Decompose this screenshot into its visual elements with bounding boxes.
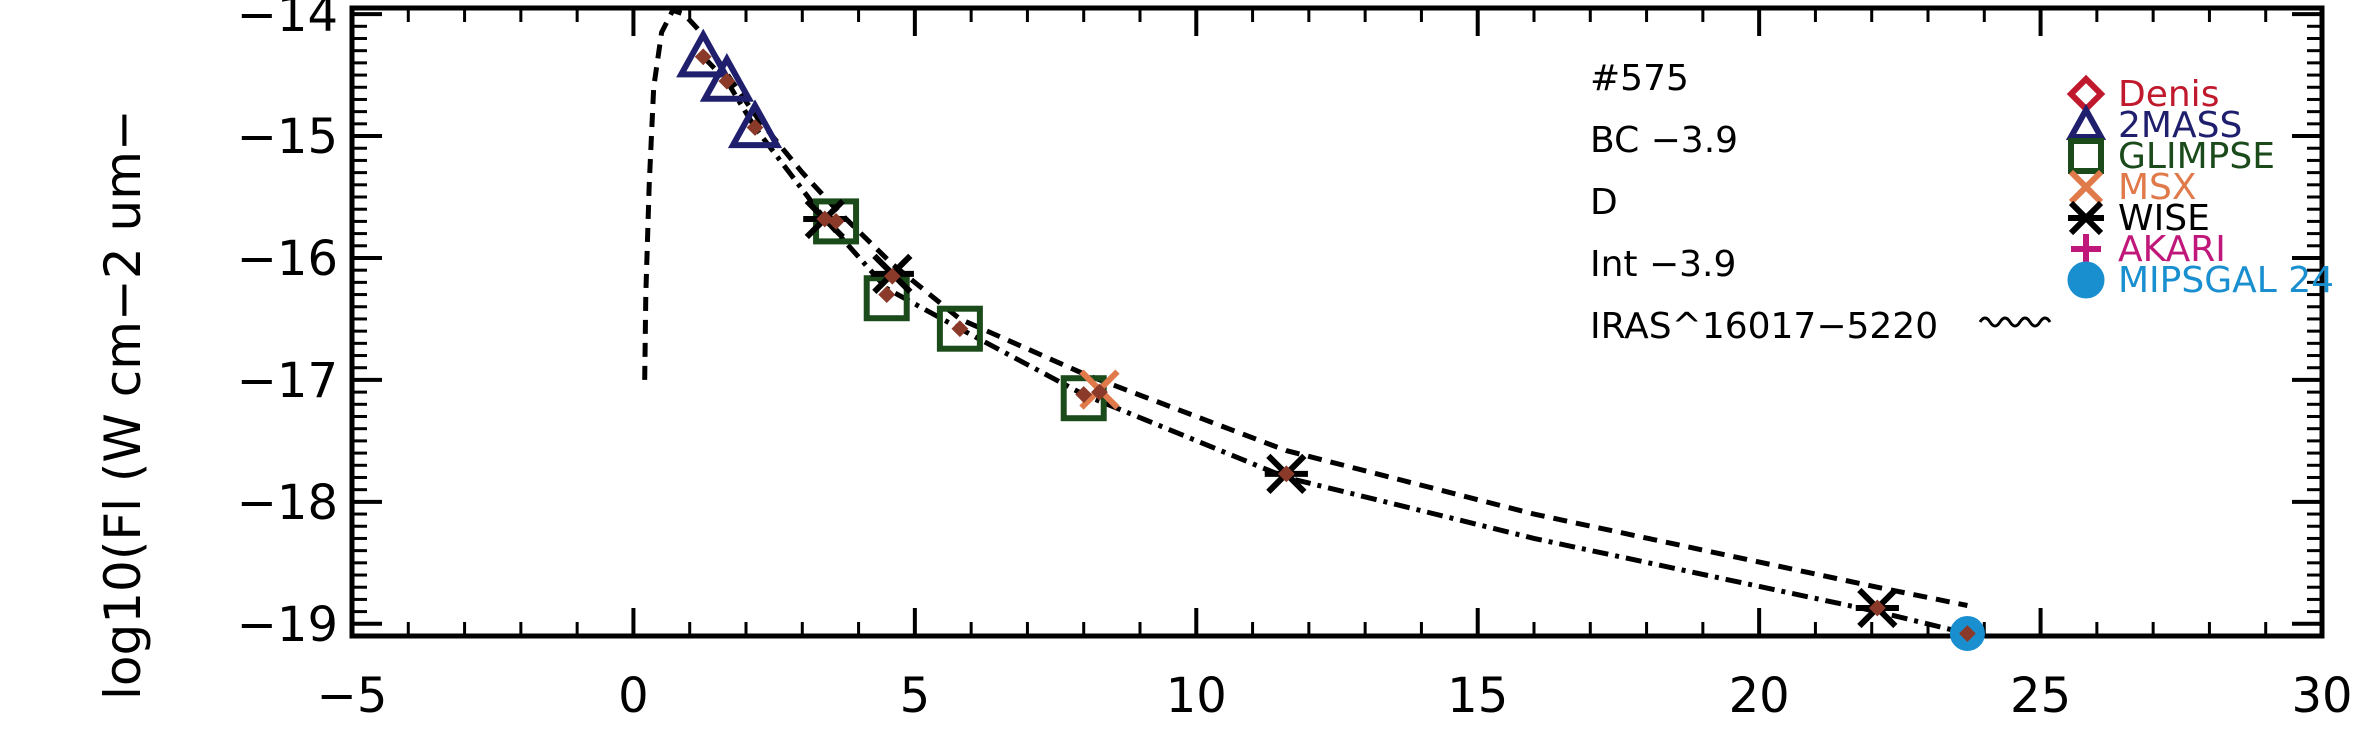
legend-marker <box>2071 234 2101 264</box>
point-overlay <box>1868 599 1886 617</box>
point-glimpse <box>936 305 983 352</box>
x-tick-label: 15 <box>1447 668 1508 724</box>
x-tick-label: 5 <box>900 668 931 724</box>
x-tick-label: 25 <box>2010 668 2071 724</box>
legend-label: Denis <box>2118 74 2219 115</box>
data-markers <box>676 28 1985 652</box>
legend-marker <box>2068 138 2104 174</box>
point-overlay <box>878 286 896 303</box>
y-tick-label: −17 <box>237 353 338 409</box>
x-tick-label: 30 <box>2291 668 2352 724</box>
legend-marker <box>2065 103 2107 140</box>
point-overlay <box>1091 383 1108 401</box>
annotation-text: IRAS^16017−5220 <box>1590 306 1938 347</box>
y-tick-label: −14 <box>237 0 338 43</box>
point-overlay <box>1958 625 1976 642</box>
y-tick-label: −15 <box>237 109 338 165</box>
legend-marker <box>2067 261 2105 299</box>
point-2mass <box>699 52 754 102</box>
point-overlay <box>827 212 845 230</box>
x-tick-label: 10 <box>1166 668 1227 724</box>
axes: −5 0 5 10 15 20 25 30 −14 −15 −16 −17 −18 −19 <box>237 0 2353 724</box>
point-2mass <box>676 28 731 78</box>
point-2mass <box>727 99 783 149</box>
plot-frame <box>349 5 2325 639</box>
point-overlay <box>718 72 736 90</box>
point-overlay <box>694 48 712 66</box>
point-overlay <box>746 119 764 136</box>
annotation-text: Int −3.9 <box>1590 244 1736 285</box>
x-tick-label: 0 <box>618 668 649 724</box>
point-overlay <box>951 320 969 338</box>
legend-marker <box>2068 200 2104 236</box>
y-tick-label: −19 <box>237 597 338 653</box>
model-curve-dashed <box>642 7 1968 608</box>
legend-label: WISE <box>2118 198 2210 239</box>
annotation-squiggle <box>1978 316 2052 328</box>
point-overlay <box>883 267 901 285</box>
annotations: #575 BC −3.9 D Int −3.9 IRAS^16017−5220 <box>1590 58 2052 347</box>
legend-label: GLIMPSE <box>2118 136 2275 177</box>
legend-label: 2MASS <box>2118 105 2242 146</box>
point-overlay <box>1075 386 1093 403</box>
x-tick-label: 20 <box>1729 668 1790 724</box>
y-axis-label: log10(Fl (W cm−2 um− <box>94 109 152 700</box>
legend-label: MIPSGAL 24 <box>2118 260 2334 301</box>
point-glimpse <box>1060 375 1107 422</box>
x-tick-label: −5 <box>317 668 388 724</box>
y-tick-label: −16 <box>237 231 338 287</box>
legend-label: MSX <box>2118 167 2197 208</box>
annotation-text: D <box>1590 182 1618 223</box>
point-overlay <box>816 210 834 228</box>
legend-label: AKARI <box>2118 229 2226 270</box>
y-tick-label: −18 <box>237 475 338 531</box>
point-overlay <box>1277 465 1295 483</box>
legend-marker <box>2068 169 2104 205</box>
annotation-text: #575 <box>1590 58 1689 99</box>
annotation-text: BC −3.9 <box>1590 120 1738 161</box>
